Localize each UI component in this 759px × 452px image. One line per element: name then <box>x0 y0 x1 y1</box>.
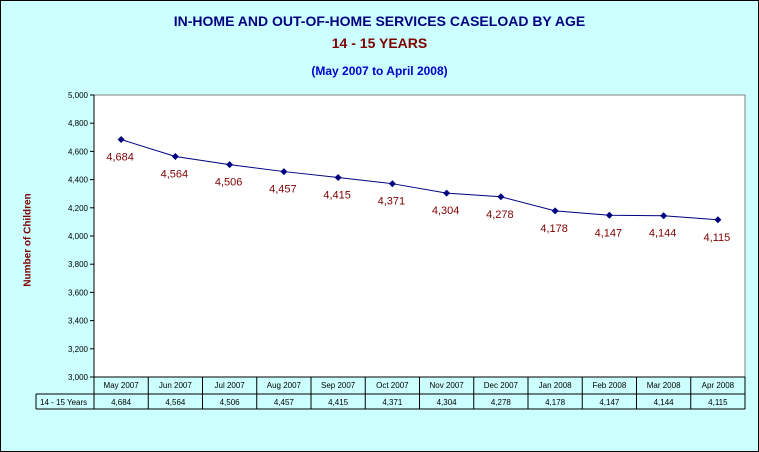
table-value: 4,371 <box>382 398 403 407</box>
x-tick-label: Feb 2008 <box>592 381 626 390</box>
data-label: 4,415 <box>323 189 351 201</box>
data-point <box>280 168 288 176</box>
x-tick-label: Jan 2008 <box>539 381 572 390</box>
table-value: 4,278 <box>491 398 512 407</box>
x-tick-label: Dec 2007 <box>484 381 519 390</box>
data-point <box>551 207 559 215</box>
data-point <box>714 216 722 224</box>
data-label: 4,178 <box>540 223 568 235</box>
chart-title: IN-HOME AND OUT-OF-HOME SERVICES CASELOA… <box>173 13 586 29</box>
data-point <box>388 180 396 188</box>
table-value: 4,506 <box>220 398 241 407</box>
table-series-label: 14 - 15 Years <box>40 398 87 407</box>
data-point <box>605 211 613 219</box>
data-point <box>226 161 234 169</box>
table-value: 4,684 <box>111 398 132 407</box>
y-tick-label: 4,800 <box>68 119 89 128</box>
x-tick-label: Nov 2007 <box>430 381 465 390</box>
data-point <box>497 193 505 201</box>
chart-date-range: (May 2007 to April 2008) <box>311 64 448 78</box>
table-value: 4,144 <box>654 398 675 407</box>
data-label: 4,144 <box>649 228 677 240</box>
data-label: 4,371 <box>378 196 406 208</box>
y-tick-label: 4,000 <box>68 232 89 241</box>
table-value: 4,115 <box>708 398 728 407</box>
table-value: 4,147 <box>599 398 620 407</box>
y-tick-label: 3,800 <box>68 260 89 269</box>
x-tick-label: Jun 2007 <box>159 381 192 390</box>
y-tick-label: 3,600 <box>68 288 89 297</box>
data-label: 4,457 <box>269 184 297 196</box>
table-value: 4,415 <box>328 398 349 407</box>
chart-subtitle: 14 - 15 YEARS <box>331 35 428 51</box>
x-tick-label: Sep 2007 <box>321 381 356 390</box>
y-tick-label: 3,000 <box>68 373 89 382</box>
data-label: 4,506 <box>215 177 243 189</box>
x-tick-label: Oct 2007 <box>376 381 409 390</box>
data-point <box>443 189 451 197</box>
data-point <box>660 212 668 220</box>
table-value: 4,304 <box>437 398 458 407</box>
data-label: 4,278 <box>486 209 514 221</box>
x-tick-label: Apr 2008 <box>702 381 735 390</box>
y-tick-label: 4,400 <box>68 176 89 185</box>
x-tick-label: Jul 2007 <box>215 381 246 390</box>
y-tick-label: 4,200 <box>68 204 89 213</box>
data-label: 4,564 <box>161 168 189 180</box>
x-tick-label: Mar 2008 <box>647 381 681 390</box>
data-label: 4,304 <box>432 205 460 217</box>
y-tick-label: 5,000 <box>68 91 89 100</box>
table-value: 4,564 <box>165 398 186 407</box>
x-tick-label: Aug 2007 <box>267 381 302 390</box>
data-label: 4,115 <box>704 232 731 244</box>
y-tick-label: 3,200 <box>68 345 89 354</box>
plot-area <box>93 94 746 378</box>
data-label: 4,684 <box>106 152 134 164</box>
y-tick-label: 3,400 <box>68 317 89 326</box>
table-value: 4,457 <box>274 398 295 407</box>
data-point <box>117 136 125 144</box>
series-line <box>120 139 718 221</box>
x-tick-label: May 2007 <box>104 381 140 390</box>
data-point <box>171 152 179 160</box>
y-tick-label: 4,600 <box>68 147 89 156</box>
data-point <box>334 173 342 181</box>
table-value: 4,178 <box>545 398 566 407</box>
data-label: 4,147 <box>595 227 623 239</box>
